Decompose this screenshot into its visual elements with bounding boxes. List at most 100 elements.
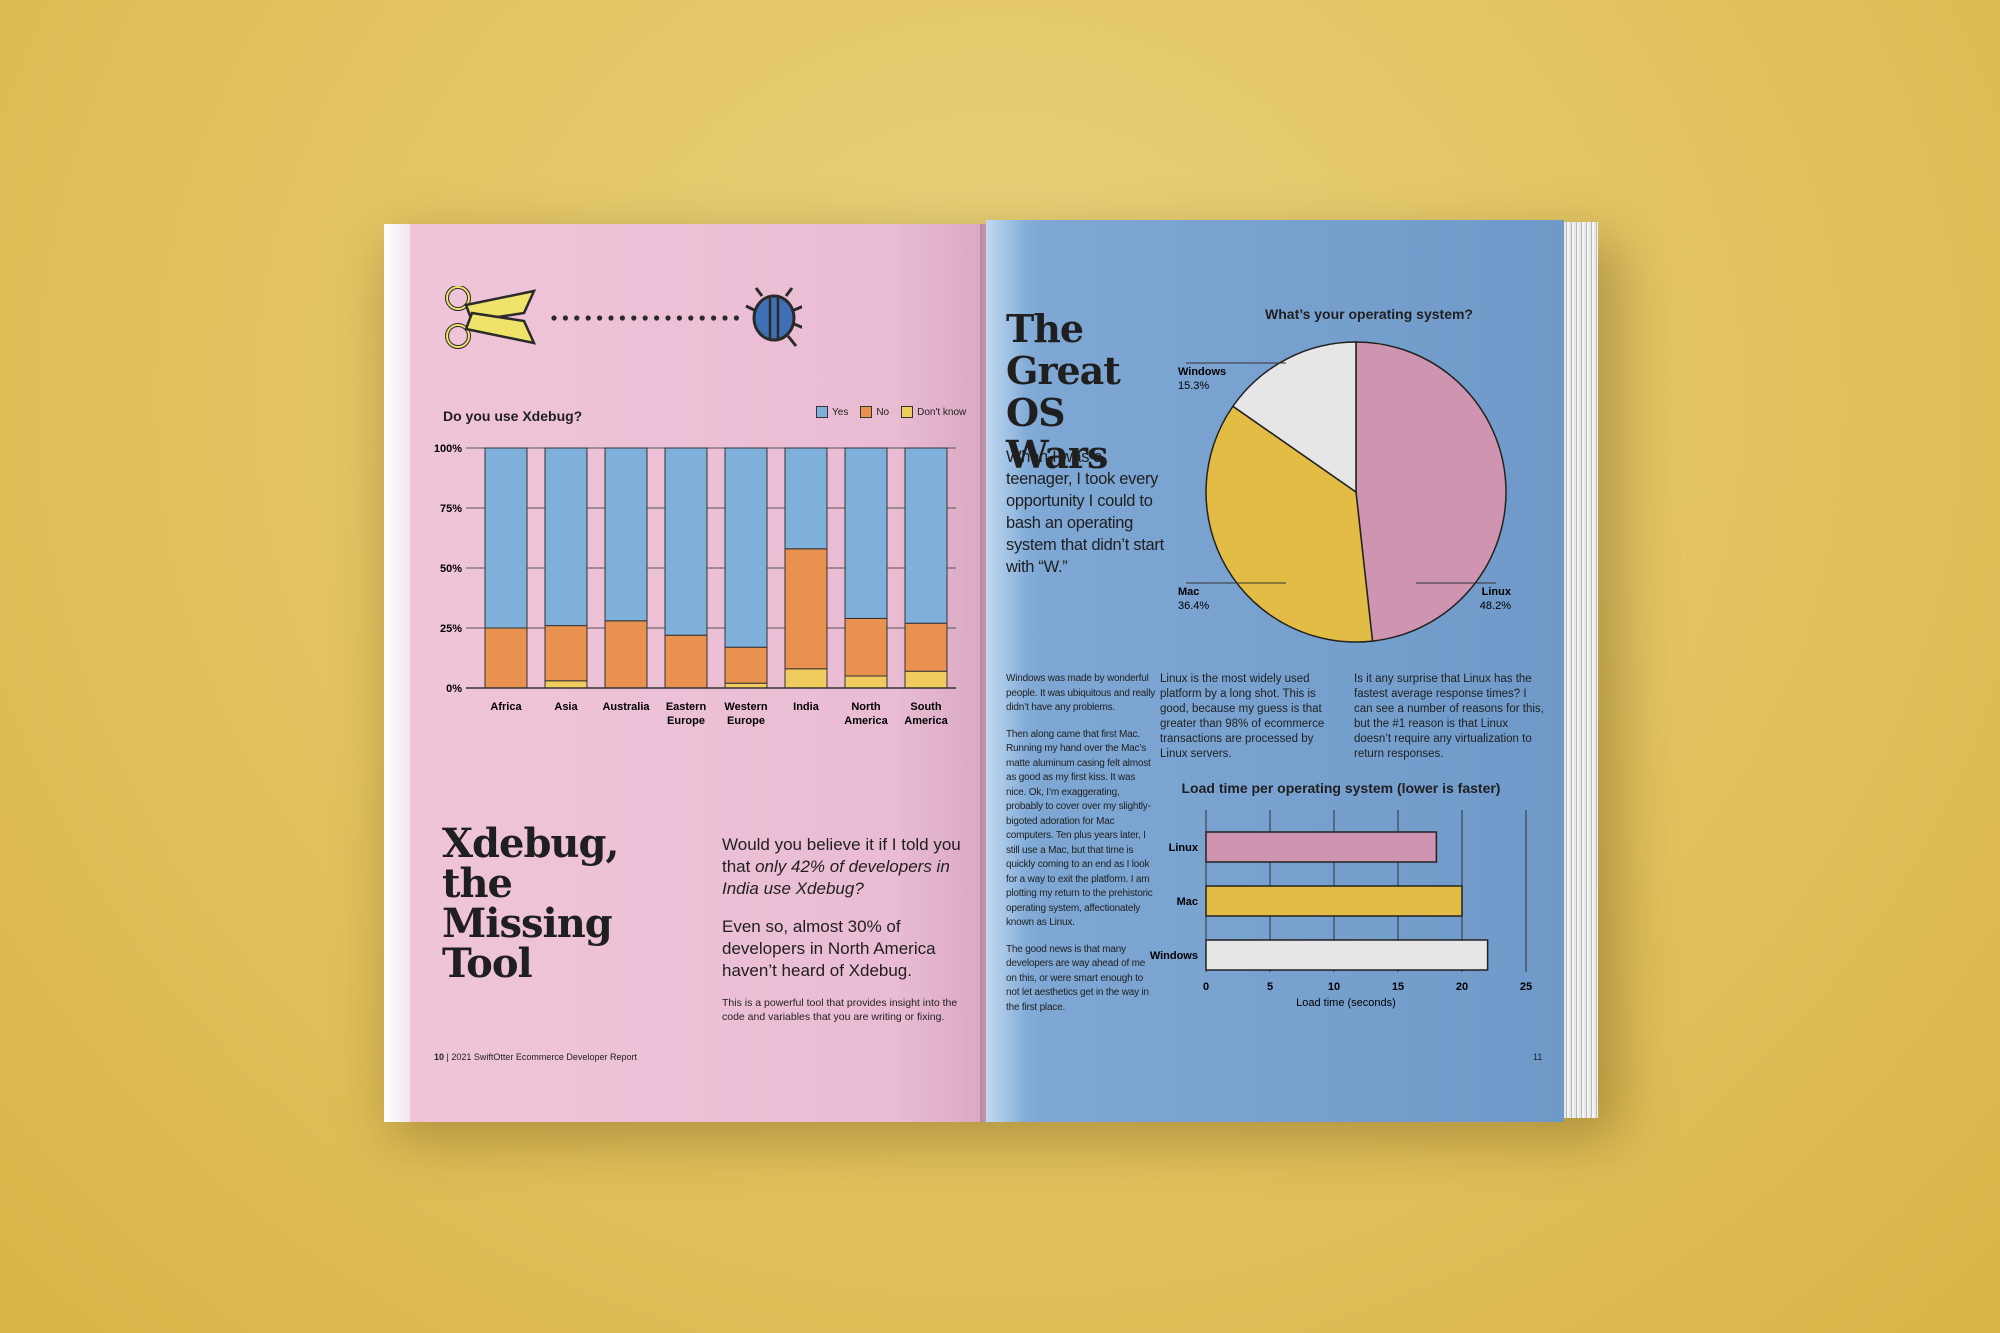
pie-label-linux: Linux bbox=[1482, 586, 1512, 598]
pie-value-linux: 48.2% bbox=[1480, 600, 1511, 612]
load-chart-title: Load time per operating system (lower is… bbox=[1181, 780, 1501, 796]
bar-segment-no bbox=[724, 646, 768, 684]
bar-segment-yes bbox=[484, 447, 528, 629]
y-category-label: Mac bbox=[1177, 896, 1198, 908]
body-column-1: Windows was made by wonderful people. It… bbox=[1006, 672, 1156, 1027]
y-tick-label: 75% bbox=[440, 503, 462, 515]
bar-segment-don-t-know bbox=[544, 680, 588, 689]
x-tick-label: 10 bbox=[1328, 981, 1340, 993]
y-tick-label: 0% bbox=[446, 683, 462, 695]
bar-segment-yes bbox=[664, 447, 708, 636]
right-page: The Great OS Wars When I was a teenager,… bbox=[986, 220, 1564, 1122]
x-tick-label: Australia bbox=[602, 701, 650, 713]
pie-chart-title: What’s your operating system? bbox=[1265, 306, 1473, 322]
bar-segment-don-t-know bbox=[844, 675, 888, 689]
lead-paragraph-2: Even so, almost 30% of developers in Nor… bbox=[722, 917, 936, 980]
pie-slice-windows bbox=[1231, 341, 1357, 494]
bar-segment-don-t-know bbox=[784, 668, 828, 689]
body-column-3: Is it any surprise that Linux has the fa… bbox=[1354, 673, 1544, 760]
cut-dot bbox=[733, 315, 739, 321]
bar-segment-no bbox=[784, 548, 828, 670]
cut-line-illustration bbox=[445, 286, 802, 349]
footer-separator: | bbox=[446, 1052, 449, 1062]
os-pie-chart: Linux 48.2% Mac 36.4% Windows 15.3% bbox=[1178, 341, 1512, 643]
x-tick-label: India bbox=[793, 701, 820, 713]
body-col1-p2: Then along came that first Mac. Running … bbox=[1006, 728, 1153, 929]
cut-dot bbox=[699, 315, 705, 321]
body-col1-p1: Windows was made by wonderful people. It… bbox=[1006, 673, 1156, 713]
bar-segment-yes bbox=[784, 447, 828, 550]
cut-dot bbox=[574, 315, 580, 321]
y-tick-label: 50% bbox=[440, 563, 462, 575]
x-tick-label: 5 bbox=[1267, 981, 1273, 993]
cut-dot bbox=[619, 315, 625, 321]
note-paragraph: This is a powerful tool that provides in… bbox=[722, 997, 958, 1023]
x-tick-label: 15 bbox=[1392, 981, 1404, 993]
cut-dot bbox=[551, 315, 557, 321]
xdebug-chart-title: Do you use Xdebug? bbox=[443, 408, 583, 424]
cut-dot bbox=[711, 315, 717, 321]
scissors-icon bbox=[445, 286, 537, 349]
x-tick-label: Eastern Europe bbox=[666, 701, 707, 727]
pie-label-windows: Windows bbox=[1178, 366, 1226, 378]
left-heading: Xdebug, the Missing Tool bbox=[442, 820, 619, 987]
y-tick-label: 25% bbox=[440, 623, 462, 635]
left-page-edge bbox=[384, 224, 410, 1122]
x-tick-label: 0 bbox=[1203, 981, 1209, 993]
pie-slice-linux bbox=[1355, 341, 1507, 642]
load-time-bar-chart: 0 5 10 15 20 25 Linux Mac Windows Load time (seco… bbox=[1150, 810, 1532, 1009]
load-bar-mac bbox=[1205, 885, 1463, 917]
bar-segment-no bbox=[844, 617, 888, 677]
footer-text: 2021 SwiftOtter Ecommerce Developer Repo… bbox=[451, 1052, 637, 1062]
lead-paragraph-1: Would you believe it if I told you that … bbox=[722, 835, 961, 898]
cut-dot bbox=[631, 315, 637, 321]
legend-yes: Yes bbox=[816, 406, 848, 418]
cut-dot bbox=[585, 315, 591, 321]
bar-segment-no bbox=[664, 634, 708, 689]
bar-segment-yes bbox=[904, 447, 948, 624]
cut-dot bbox=[597, 315, 603, 321]
bar-segment-yes bbox=[544, 447, 588, 627]
cut-dot bbox=[654, 315, 660, 321]
bar-segment-yes bbox=[724, 447, 768, 648]
x-tick-label: Asia bbox=[554, 701, 578, 713]
x-tick-label: 25 bbox=[1520, 981, 1532, 993]
x-tick-label: Western Europe bbox=[724, 701, 767, 727]
pie-value-mac: 36.4% bbox=[1178, 600, 1209, 612]
cut-dot bbox=[676, 315, 682, 321]
y-category-label: Windows bbox=[1150, 950, 1198, 962]
page-leaves bbox=[1564, 222, 1598, 1118]
dotted-cut-line bbox=[551, 315, 739, 321]
bug-icon bbox=[745, 287, 802, 347]
xdebug-chart-legend: Yes No Don't know bbox=[804, 406, 966, 418]
cut-dot bbox=[642, 315, 648, 321]
load-bar-windows bbox=[1205, 939, 1489, 971]
cut-dot bbox=[722, 315, 728, 321]
load-bar-linux bbox=[1205, 831, 1438, 863]
left-footer: 10 | 2021 SwiftOtter Ecommerce Developer… bbox=[434, 1052, 637, 1062]
x-tick-label: Africa bbox=[490, 701, 522, 713]
cut-dot bbox=[608, 315, 614, 321]
cut-dot bbox=[665, 315, 671, 321]
left-page-number: 10 bbox=[434, 1052, 445, 1062]
x-tick-label: 20 bbox=[1456, 981, 1468, 993]
x-axis-label: Load time (seconds) bbox=[1296, 997, 1396, 1009]
pie-value-windows: 15.3% bbox=[1178, 380, 1209, 392]
body-col1-p3: The good news is that many developers ar… bbox=[1006, 943, 1149, 1013]
right-heading: The Great OS Wars bbox=[1006, 306, 1121, 477]
right-gutter bbox=[986, 220, 1026, 1122]
y-tick-label: 100% bbox=[434, 443, 462, 455]
pie-label-mac: Mac bbox=[1178, 586, 1199, 598]
x-tick-label: North America bbox=[844, 701, 888, 727]
bar-segment-no bbox=[544, 625, 588, 682]
legend-no: No bbox=[860, 406, 889, 418]
cut-dot bbox=[688, 315, 694, 321]
y-category-label: Linux bbox=[1169, 842, 1199, 854]
right-page-number: 11 bbox=[1533, 1052, 1543, 1062]
xdebug-stacked-bar-chart: 0% 25% 50% 75% 100% Africa Asia Australia Easter… bbox=[434, 443, 956, 727]
left-page: Do you use Xdebug? Yes No Don't know 0% 2… bbox=[384, 224, 986, 1122]
x-tick-label: South America bbox=[904, 701, 948, 727]
bar-segment-don-t-know bbox=[904, 670, 948, 689]
bar-segment-yes bbox=[604, 447, 648, 622]
body-column-2: Linux is the most widely used platform b… bbox=[1160, 673, 1325, 760]
